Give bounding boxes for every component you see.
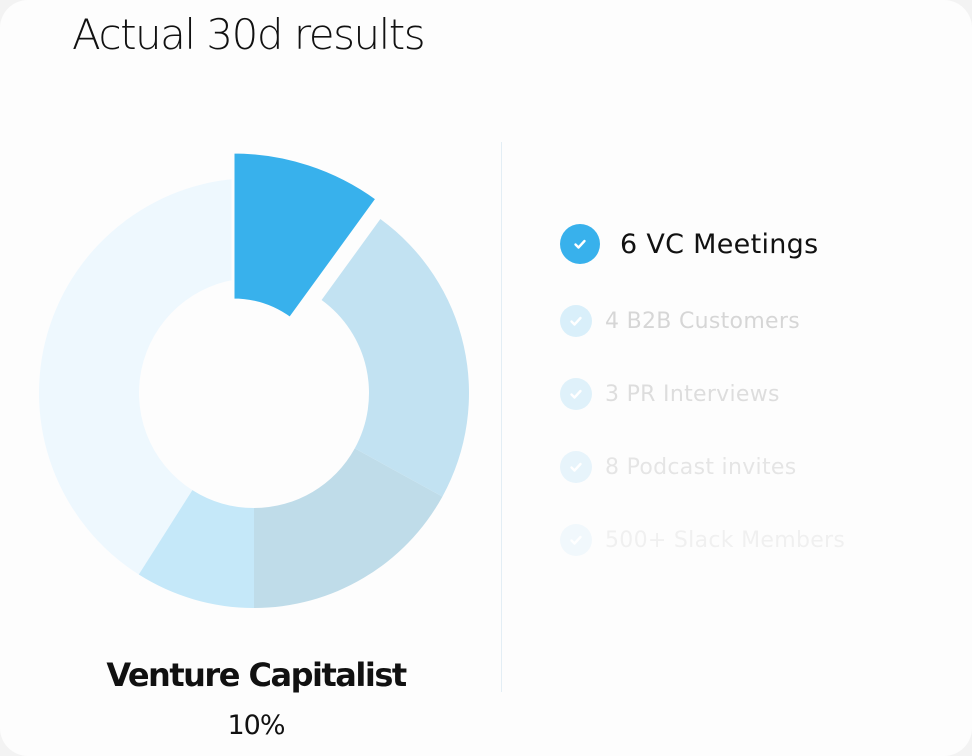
donut-segment[interactable]	[138, 490, 254, 608]
checklist-item[interactable]: 500+ Slack Members	[560, 524, 845, 556]
checklist-item-label: 3 PR Interviews	[605, 381, 780, 407]
check-circle-icon	[560, 224, 600, 264]
donut-segment-highlighted[interactable]	[231, 150, 380, 321]
check-circle-icon	[560, 451, 592, 483]
check-circle-icon	[560, 305, 592, 337]
checklist-item[interactable]: 8 Podcast invites	[560, 451, 796, 483]
highlighted-segment-value: 10%	[227, 710, 285, 741]
donut-segment[interactable]	[38, 178, 254, 575]
checklist-item-label: 500+ Slack Members	[605, 527, 846, 553]
checklist-item-label: 4 B2B Customers	[605, 308, 800, 334]
checklist-item[interactable]: 4 B2B Customers	[560, 305, 800, 337]
donut-segment[interactable]	[321, 219, 470, 497]
checklist-item[interactable]: 3 PR Interviews	[560, 378, 780, 410]
highlighted-segment-name: Venture Capitalist	[106, 656, 407, 694]
checklist-item-label: 8 Podcast invites	[605, 454, 797, 480]
donut-segment[interactable]	[254, 448, 443, 608]
divider	[501, 142, 502, 692]
check-circle-icon	[560, 524, 592, 556]
check-circle-icon	[560, 378, 592, 410]
checklist-item[interactable]: 6 VC Meetings	[560, 224, 819, 264]
donut-chart	[38, 150, 470, 608]
checklist-item-label: 6 VC Meetings	[620, 228, 819, 260]
page-title: Actual 30d results	[72, 10, 426, 59]
